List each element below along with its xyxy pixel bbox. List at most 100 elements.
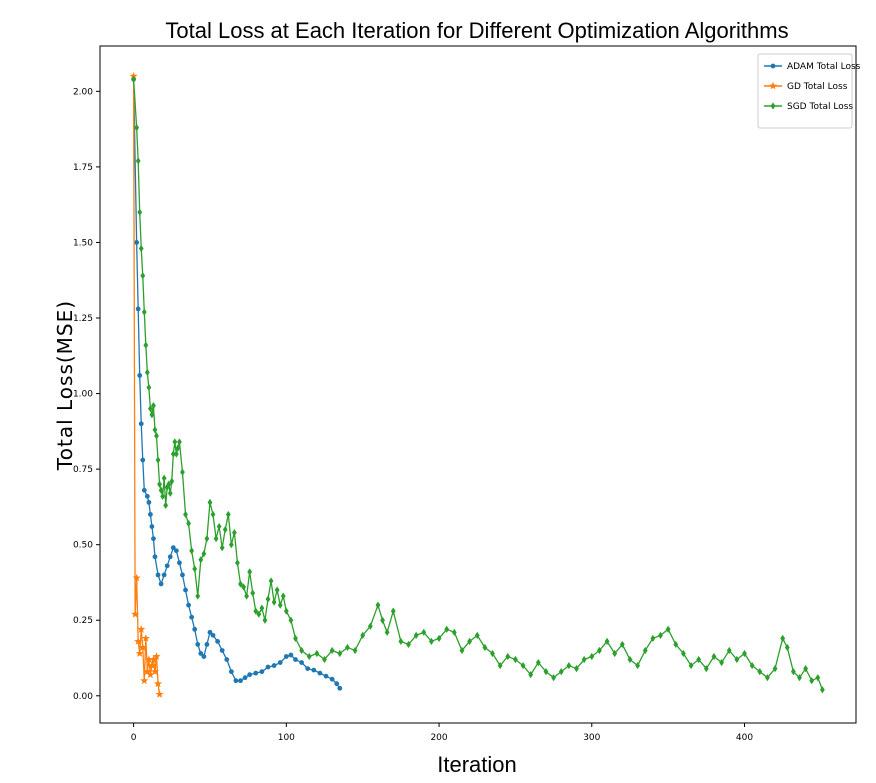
adam-total-loss-point	[135, 306, 141, 312]
sgd-total-loss-point	[413, 631, 419, 639]
gd-total-loss-point	[154, 679, 163, 688]
sgd-total-loss-point	[345, 643, 350, 652]
sgd-total-loss-point	[180, 468, 185, 476]
sgd-total-loss-point	[169, 477, 175, 485]
sgd-total-loss-point	[436, 634, 442, 642]
sgd-total-loss-point	[421, 628, 427, 636]
adam-total-loss-point	[177, 560, 182, 566]
gd-total-loss-point	[135, 649, 144, 657]
adam-total-loss-point	[265, 664, 271, 670]
gd-total-loss-point	[149, 655, 158, 663]
sgd-total-loss-point	[703, 664, 709, 673]
sgd-total-loss-point	[192, 565, 198, 573]
y-tick-label: 0.50	[73, 541, 93, 551]
sgd-total-loss-point	[574, 664, 579, 673]
sgd-total-loss-point	[535, 658, 541, 667]
adam-total-loss-point	[189, 614, 195, 620]
sgd-total-loss-point	[177, 438, 182, 446]
x-tick-label: 400	[736, 733, 753, 743]
x-tick-label: 0	[131, 733, 137, 743]
sgd-total-loss-point	[772, 664, 778, 673]
adam-total-loss-point	[186, 602, 191, 608]
sgd-total-loss-point	[225, 510, 231, 519]
sgd-total-loss-point	[482, 643, 488, 652]
adam-total-loss-point	[167, 554, 173, 560]
legend-marker	[770, 63, 776, 69]
y-tick-label: 0.25	[73, 616, 93, 626]
sgd-total-loss-point	[467, 637, 472, 645]
sgd-total-loss-point	[749, 661, 755, 670]
adam-total-loss-point	[158, 581, 164, 587]
sgd-total-loss-point	[784, 643, 790, 652]
sgd-total-loss-point	[803, 664, 808, 673]
x-tick-label: 200	[430, 733, 447, 743]
gd-total-loss-point	[152, 652, 161, 660]
sgd-total-loss-point	[228, 541, 234, 549]
adam-total-loss-point	[228, 669, 234, 675]
sgd-total-loss-point	[635, 661, 640, 670]
sgd-total-loss-point	[148, 405, 153, 413]
sgd-total-loss-point	[186, 519, 191, 528]
sgd-total-loss-point	[711, 652, 717, 661]
gd-total-loss-point	[131, 610, 140, 618]
sgd-total-loss-point	[597, 646, 602, 655]
adam-total-loss-point	[164, 563, 170, 569]
sgd-total-loss-point	[253, 607, 259, 615]
y-tick-label: 0.00	[73, 692, 93, 702]
sgd-total-loss-point	[398, 637, 404, 645]
adam-total-loss-point	[283, 654, 289, 659]
y-tick-label: 2.00	[73, 87, 93, 97]
adam-total-loss-point	[288, 652, 294, 658]
sgd-total-loss-point	[451, 628, 457, 636]
sgd-total-loss-point	[734, 655, 740, 664]
sgd-total-loss-point	[154, 432, 159, 440]
adam-total-loss-point	[204, 642, 210, 647]
sgd-total-loss-point	[173, 450, 179, 458]
sgd-total-loss-point	[322, 655, 327, 664]
legend-marker	[769, 81, 777, 90]
adam-total-loss-point	[323, 673, 329, 679]
y-tick-label: 1.00	[73, 390, 93, 400]
sgd-total-loss-point	[265, 595, 271, 603]
sgd-total-loss-point	[283, 607, 289, 615]
sgd-total-loss-point	[352, 646, 358, 655]
legend-label: GD Total Loss	[787, 82, 848, 92]
adam-total-loss-point	[155, 572, 161, 578]
y-axis-label: Total Loss(MSE)	[53, 300, 77, 471]
sgd-total-loss-point	[152, 426, 158, 434]
gd-total-loss-point	[155, 690, 164, 698]
sgd-total-loss-point	[195, 592, 201, 600]
adam-total-loss-point	[337, 685, 343, 691]
sgd-total-loss-point	[528, 671, 534, 679]
adam-total-loss-series	[131, 76, 343, 691]
sgd-total-loss-point	[141, 308, 147, 316]
adam-total-loss-point	[151, 536, 156, 542]
adam-total-loss-point	[311, 667, 317, 673]
sgd-total-loss-point	[797, 674, 802, 682]
sgd-total-loss-point	[490, 649, 495, 658]
sgd-total-loss-point	[250, 589, 256, 597]
sgd-total-loss-point	[375, 601, 381, 609]
adam-total-loss-point	[247, 672, 253, 678]
sgd-total-loss-point	[765, 674, 770, 682]
adam-total-loss-point	[305, 666, 311, 671]
sgd-total-loss-point	[459, 646, 465, 655]
sgd-total-loss-point	[337, 649, 343, 658]
gd-total-loss-point	[132, 573, 141, 582]
gd-total-loss-point	[150, 667, 159, 676]
sgd-total-loss-point	[780, 634, 786, 642]
sgd-total-loss-point	[820, 686, 825, 694]
sgd-total-loss-point	[809, 677, 815, 685]
sgd-total-loss-point	[166, 480, 172, 488]
adam-total-loss-point	[233, 678, 239, 684]
sgd-total-loss-point	[216, 522, 222, 531]
sgd-total-loss-point	[665, 625, 671, 633]
sgd-total-loss-point	[138, 244, 144, 253]
adam-total-loss-point	[198, 651, 204, 656]
sgd-total-loss-point	[384, 628, 390, 636]
sgd-total-loss-point	[726, 646, 732, 655]
adam-total-loss-point	[224, 657, 230, 662]
sgd-total-loss-point	[815, 674, 821, 682]
plot-frame	[99, 45, 857, 724]
